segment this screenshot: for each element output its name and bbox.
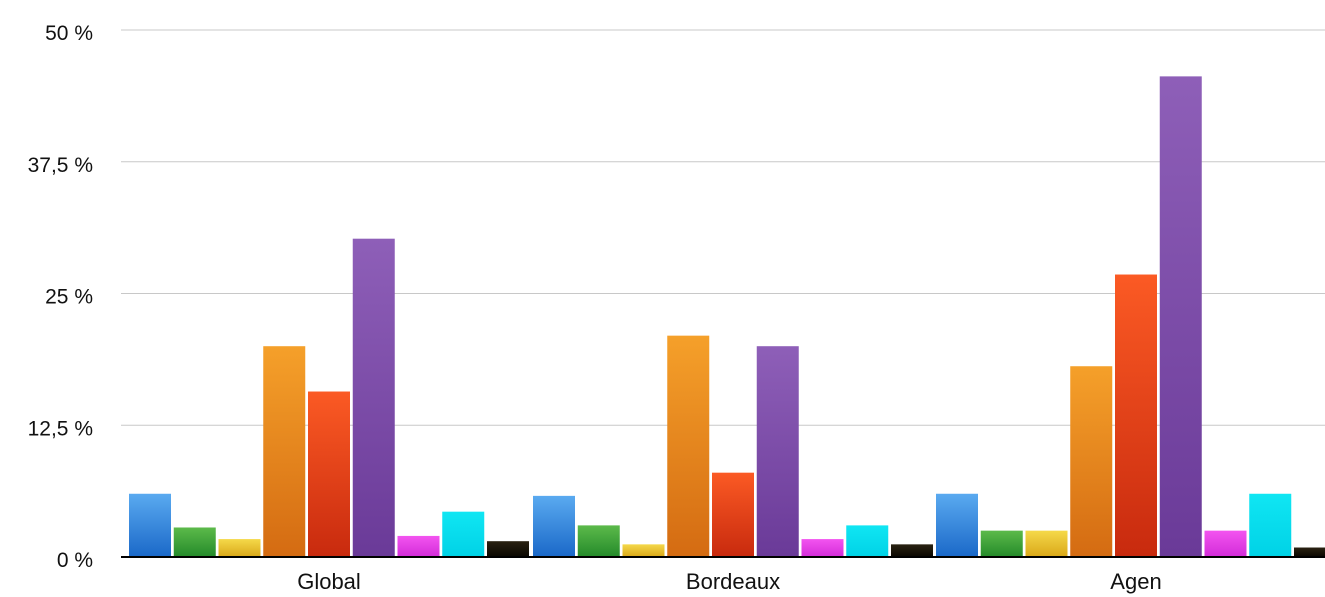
bar [487,541,529,557]
bar [1204,530,1247,557]
bar-group [533,335,933,557]
bars-layer [129,76,1325,557]
bar [129,493,171,557]
x-category-label: Agen [1110,569,1161,594]
bar [442,511,485,557]
bar [936,493,978,557]
x-category-label: Global [297,569,361,594]
bar [980,530,1023,557]
bar [1115,274,1157,557]
bar-group [936,76,1325,557]
bar [846,525,889,557]
bar [263,346,306,557]
bar [622,544,665,557]
bar [397,535,440,557]
bar [308,391,350,557]
bar [1070,366,1113,557]
y-tick-label: 37,5 % [28,154,93,177]
x-axis-categories: Global Bordeaux Agen [297,569,1161,594]
x-category-label: Bordeaux [686,569,780,594]
y-axis-ticks: 0 % 12,5 % 25 % 37,5 % 50 % [28,22,93,572]
bar [801,539,844,557]
bar [712,472,754,557]
bar [756,346,799,557]
bar [218,539,261,557]
bar [667,335,710,557]
bar [1159,76,1202,557]
y-tick-label: 25 % [45,286,93,309]
bar [891,544,933,557]
bar-group [129,238,529,557]
bar [173,527,216,557]
bar [533,495,575,557]
bar [577,525,620,557]
y-tick-label: 50 % [45,22,93,45]
y-tick-label: 12,5 % [28,417,93,440]
bar [1249,493,1292,557]
bar [1294,547,1325,557]
y-tick-label: 0 % [57,549,93,572]
bar [1025,530,1068,557]
bar [352,238,395,557]
